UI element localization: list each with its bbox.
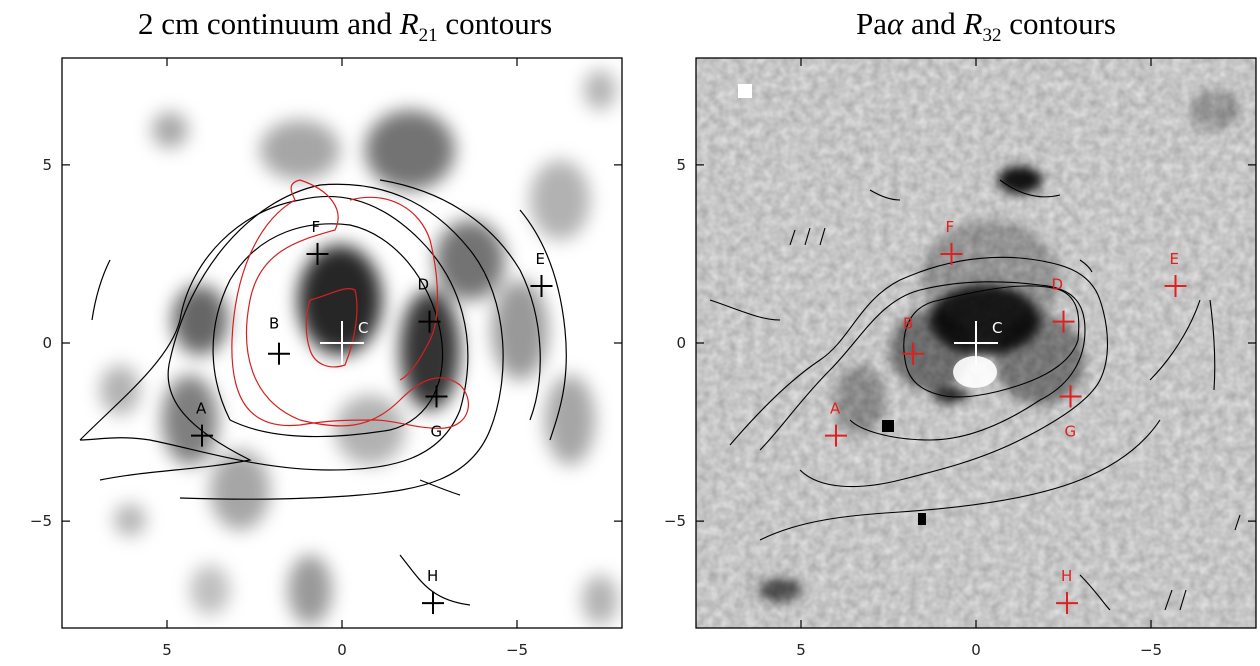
- left-marker-label-a: A: [196, 400, 207, 418]
- right-title-greek: α: [887, 6, 904, 41]
- left-marker-label-f: F: [312, 218, 321, 236]
- right-marker-label-c: C: [992, 319, 1002, 337]
- left-title-symbol: R: [399, 6, 419, 41]
- left-marker-f: F: [306, 218, 329, 265]
- pa-alpha-image: [696, 58, 1256, 628]
- right-marker-a: A: [825, 400, 847, 447]
- left-x-tick-label: 0: [337, 641, 347, 659]
- right-marker-label-b: B: [903, 315, 913, 333]
- right-marker-c: C: [954, 319, 1002, 365]
- left-y-tick-label: 5: [42, 156, 52, 174]
- right-title-symbol: R: [963, 6, 983, 41]
- right-marker-label-a: A: [830, 400, 841, 418]
- right-marker-e: E: [1164, 250, 1187, 297]
- left-title-prefix: 2 cm continuum and: [138, 6, 400, 41]
- axes-layer: 5 0 −5 5 0 −5 5 0 −5 5 0 −5: [30, 58, 1256, 659]
- left-marker-label-h: H: [427, 567, 438, 585]
- left-title-suffix: contours: [437, 6, 553, 41]
- right-y-tick-label: 0: [676, 334, 686, 352]
- right-marker-label-f: F: [946, 218, 955, 236]
- left-y-tick-label: 0: [42, 334, 52, 352]
- right-marker-label-e: E: [1170, 250, 1179, 268]
- right-x-tick-label: 0: [971, 641, 981, 659]
- right-marker-label-d: D: [1052, 276, 1064, 294]
- left-marker-h: H: [422, 567, 444, 615]
- right-title-prefix: Pa: [856, 6, 887, 41]
- right-marker-label-g: G: [1065, 422, 1077, 440]
- left-marker-d: D: [418, 276, 441, 333]
- right-marker-d: D: [1052, 276, 1075, 333]
- left-x-tick-label: 5: [162, 641, 172, 659]
- left-x-tick-label: −5: [506, 641, 528, 659]
- left-panel-title: 2 cm continuum and R21 contours: [138, 6, 552, 47]
- left-y-tick-label: −5: [30, 512, 52, 530]
- right-panel-title: Paα and R32 contours: [856, 6, 1116, 47]
- left-marker-label-b: B: [269, 315, 279, 333]
- right-marker-f: F: [940, 218, 963, 265]
- left-marker-c: C: [320, 319, 368, 365]
- right-x-tick-label: −5: [1140, 641, 1162, 659]
- right-marker-b: B: [902, 315, 924, 365]
- marker-layer: A B C D E F G H A B C D E F G H: [191, 218, 1187, 615]
- right-title-subscript: 32: [982, 25, 1002, 47]
- right-x-tick-label: 5: [796, 641, 806, 659]
- left-marker-g: G: [425, 385, 448, 440]
- right-title-mid: and: [903, 6, 964, 41]
- right-marker-h: H: [1056, 567, 1078, 615]
- left-marker-a: A: [191, 400, 213, 447]
- left-marker-label-g: G: [431, 422, 443, 440]
- left-marker-label-e: E: [536, 250, 545, 268]
- right-y-tick-label: −5: [664, 512, 686, 530]
- left-marker-b: B: [268, 315, 290, 365]
- left-title-subscript: 21: [418, 25, 438, 47]
- right-marker-label-h: H: [1061, 567, 1072, 585]
- left-marker-label-d: D: [418, 276, 430, 294]
- left-marker-e: E: [530, 250, 553, 297]
- right-marker-g: G: [1059, 385, 1082, 440]
- right-y-tick-label: 5: [676, 156, 686, 174]
- left-marker-label-c: C: [358, 319, 368, 337]
- right-title-suffix: contours: [1001, 6, 1116, 41]
